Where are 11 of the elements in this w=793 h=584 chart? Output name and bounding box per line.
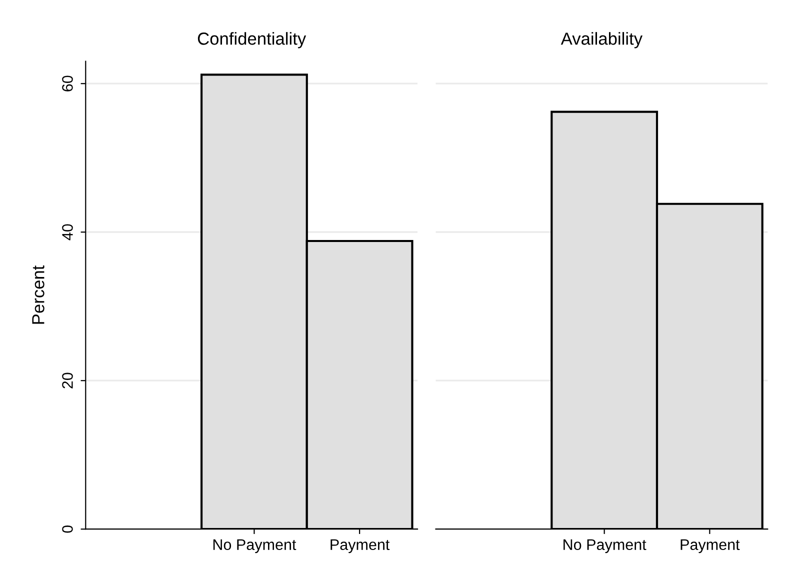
- y-tick-label: 60: [62, 76, 73, 92]
- y-axis-title: Percent: [32, 265, 44, 324]
- x-tick-label: No Payment: [213, 539, 296, 554]
- x-tick-label: Payment: [680, 539, 740, 554]
- y-tick-label: 0: [62, 525, 73, 533]
- y-tick-label: 20: [62, 372, 73, 388]
- x-tick-label: No Payment: [564, 539, 646, 554]
- y-tick-label: 40: [62, 224, 73, 240]
- chart-title: Availability: [560, 32, 643, 48]
- x-tick-label: Payment: [330, 539, 390, 554]
- chart-title: Confidentiality: [198, 32, 306, 48]
